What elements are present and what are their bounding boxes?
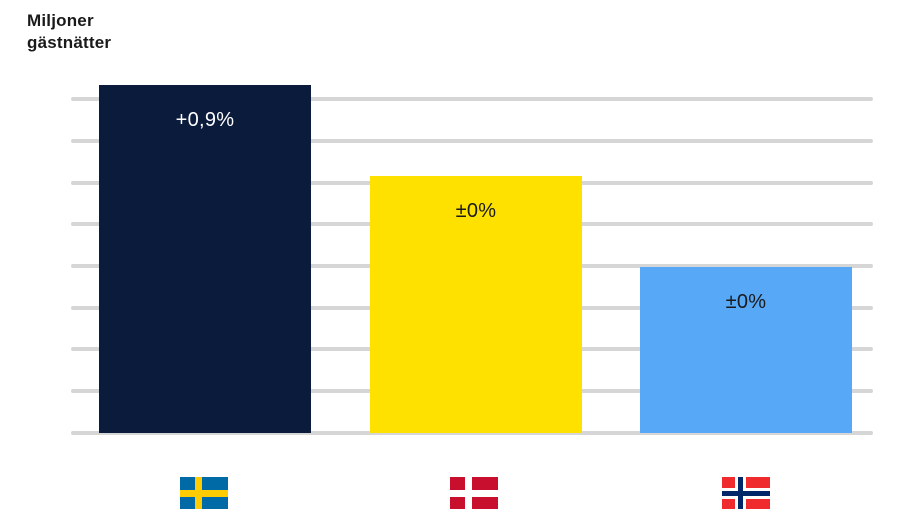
sweden-flag-icon xyxy=(180,477,228,509)
flag-cross-horizontal xyxy=(722,490,770,496)
chart-title: Miljoner gästnätter xyxy=(27,10,111,54)
gridline xyxy=(71,97,873,102)
bar-sverige: +0,9% xyxy=(99,85,311,434)
bar-norge: ±0% xyxy=(640,266,852,434)
bar-value-label: ±0% xyxy=(725,290,767,313)
gridline xyxy=(71,139,873,144)
chart-title-line2: gästnätter xyxy=(27,33,112,52)
flag-cross-horizontal xyxy=(180,489,228,497)
bar-value-label: +0,9% xyxy=(175,109,235,132)
chart-title-line1: Miljoner xyxy=(27,11,94,30)
norway-flag-icon xyxy=(722,477,770,509)
flag-cross-horizontal xyxy=(450,489,498,497)
bar-value-label: ±0% xyxy=(455,200,497,223)
denmark-flag-icon xyxy=(450,477,498,509)
bar-danmark: ±0% xyxy=(370,176,582,434)
